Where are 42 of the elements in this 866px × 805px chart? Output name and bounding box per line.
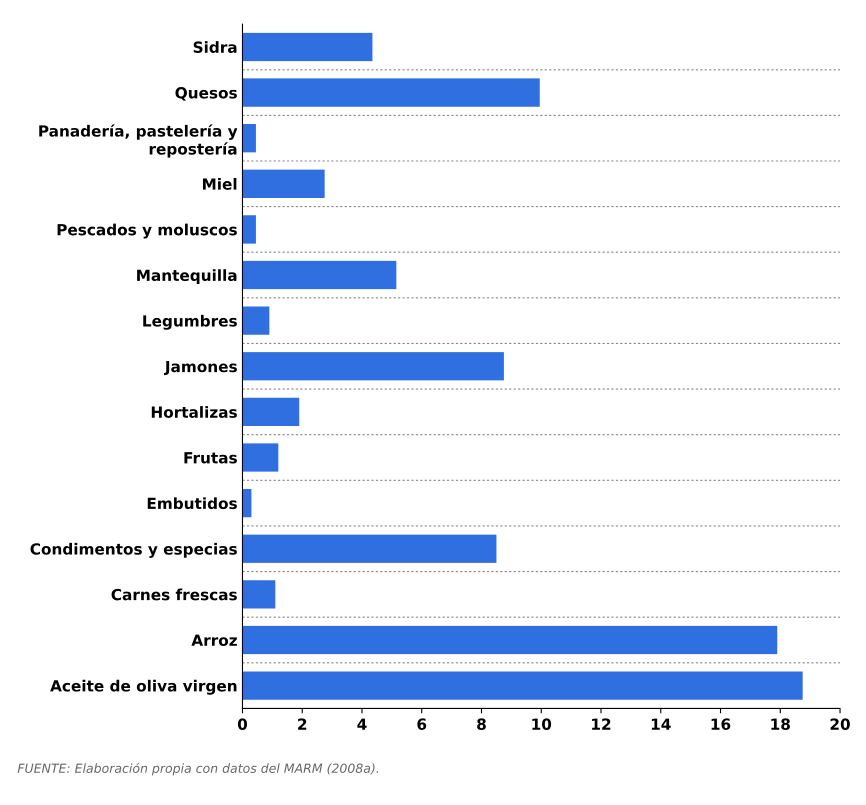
x-tick-label: 0 [238,718,248,730]
y-tick-label: Quesos [175,87,237,101]
x-tick-label: 12 [592,718,610,730]
y-tick-label: Carnes frescas [112,588,237,600]
bar [242,215,256,244]
source-note: FUENTE: Elaboración propia con datos del MARM (2008a). [18,762,378,776]
bar [242,488,252,518]
bar [242,260,396,290]
bar [242,170,325,198]
bar [242,352,504,380]
x-tick-label: 20 [830,718,850,730]
bar [242,32,372,62]
x-tick-label: 14 [652,718,671,730]
bar [242,671,803,700]
x-tick-label: 10 [532,718,552,730]
bar [242,626,778,654]
y-tick-label: Aceite de oliva virgen [50,680,236,695]
y-tick-label: Panadería, pastelería y repostería [39,124,238,158]
x-tick-label: 8 [477,718,486,730]
y-tick-label: Miel [202,178,236,190]
x-tick-label: 2 [298,718,306,730]
bar [242,124,256,152]
y-tick-label: Arroz [191,634,237,646]
bar [242,398,300,426]
y-tick-label: Jamones [164,360,237,376]
x-tick-label: 4 [357,718,367,730]
bar [242,78,540,107]
y-tick-label: Legumbres [143,314,237,330]
y-tick-label: Sidra [194,41,236,53]
bar [242,443,278,472]
y-tick-label: Embutidos [148,497,237,510]
bar [242,534,496,563]
y-tick-label: Hortalizas [152,406,237,418]
y-tick-label: Mantequilla [137,269,236,284]
x-tick-label: 18 [771,718,790,730]
x-tick-label: 6 [417,718,426,730]
bar [242,580,276,608]
bar [242,306,270,335]
y-tick-label: Pescados y moluscos [58,224,237,239]
y-tick-label: Frutas [184,452,237,464]
x-tick-label: 16 [712,718,730,730]
y-tick-label: Condimentos y especias [30,542,237,558]
